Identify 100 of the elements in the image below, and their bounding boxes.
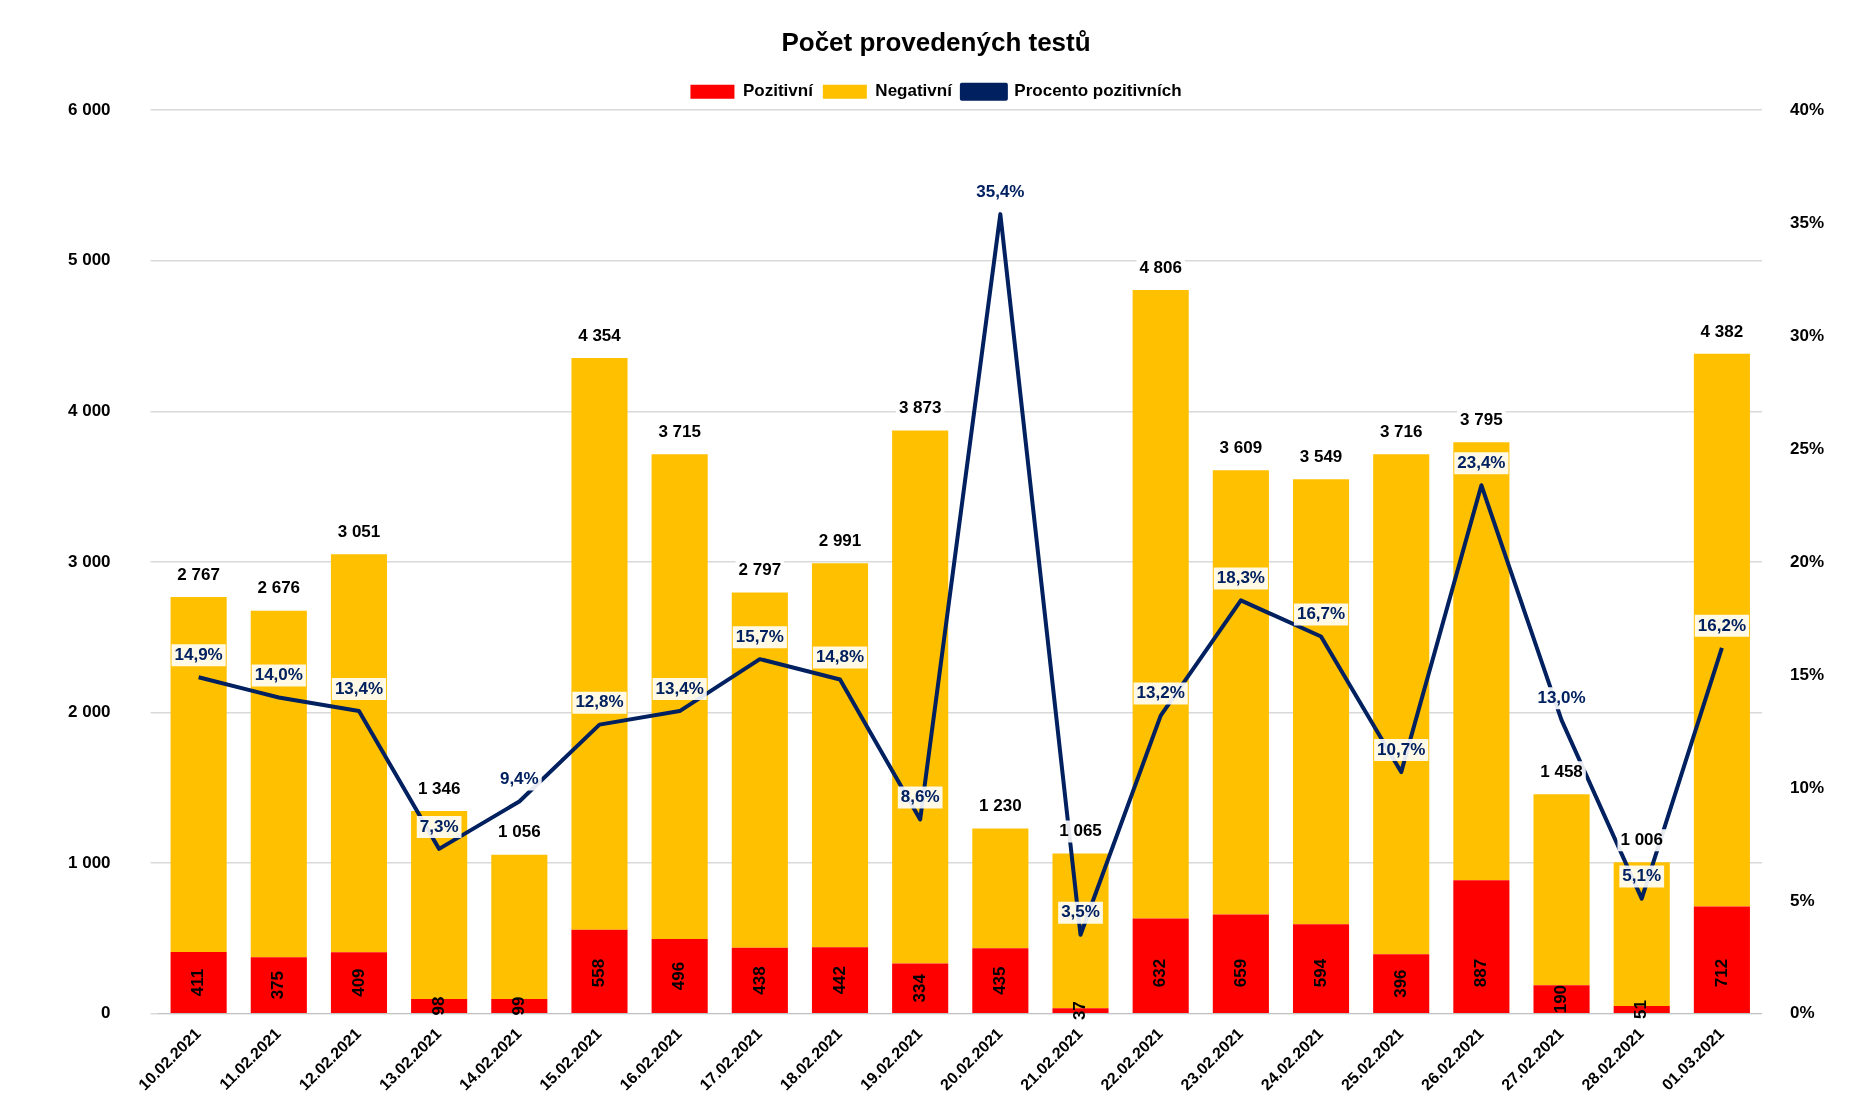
bar: [571, 929, 628, 1014]
bar: [330, 554, 388, 953]
y2-tick-label: 0%: [1789, 1003, 1815, 1023]
data-label: 7,3%: [419, 816, 459, 836]
bar: [571, 358, 628, 930]
data-label: 13,0%: [1537, 687, 1586, 707]
y-tick-label: 0: [101, 1003, 111, 1023]
data-label: 14,0%: [254, 665, 303, 685]
total-label: 3 873: [898, 398, 942, 418]
total-label: 1 006: [1620, 829, 1663, 849]
data-label: 14,8%: [815, 647, 865, 667]
data-label: 16,2%: [1697, 615, 1746, 635]
legend-label: Negativní: [875, 81, 954, 101]
data-label: 411: [188, 968, 208, 997]
total-label: 3 051: [337, 522, 381, 542]
bar: [731, 947, 788, 1014]
data-label: 37: [1070, 1001, 1090, 1021]
y2-tick-label: 30%: [1789, 325, 1825, 345]
bar: [892, 963, 949, 1014]
chart-title: Počet provedených testů: [781, 26, 1091, 57]
data-label: 632: [1150, 958, 1170, 988]
total-label: 3 715: [658, 422, 701, 442]
y-tick-label: 5 000: [67, 250, 111, 270]
data-label: 594: [1310, 958, 1330, 988]
total-label: 4 806: [1139, 257, 1182, 277]
data-label: 887: [1471, 958, 1491, 988]
data-label: 12,8%: [575, 692, 624, 712]
data-label: 438: [749, 966, 769, 995]
bar: [972, 948, 1029, 1014]
total-label: 3 795: [1460, 409, 1503, 429]
data-label: 442: [829, 965, 849, 995]
bar: [330, 952, 388, 1014]
total-label: 2 767: [177, 564, 220, 584]
data-label: 8,6%: [900, 787, 940, 807]
data-label: 659: [1230, 958, 1250, 988]
data-label: 3,5%: [1061, 902, 1100, 922]
data-label: 9,4%: [499, 769, 539, 789]
data-label: 435: [990, 966, 1010, 995]
data-label: 334: [909, 973, 929, 1003]
data-label: 13,4%: [334, 678, 384, 698]
bar: [972, 828, 1029, 949]
bar: [1373, 954, 1430, 1014]
bar: [1292, 924, 1350, 1014]
total-label: 3 549: [1299, 447, 1343, 467]
y2-tick-label: 40%: [1789, 99, 1825, 119]
bar: [651, 939, 708, 1014]
data-label: 496: [669, 961, 689, 991]
bar: [491, 854, 548, 999]
data-label: 712: [1711, 958, 1731, 988]
bar: [892, 430, 949, 964]
y2-tick-label: 35%: [1789, 212, 1825, 232]
total-label: 2 676: [257, 578, 301, 598]
data-label: 5,1%: [1622, 866, 1662, 886]
y-tick-label: 6 000: [67, 99, 111, 119]
data-label: 10,7%: [1377, 739, 1426, 759]
data-label: 396: [1390, 969, 1410, 998]
y-tick-label: 1 000: [67, 852, 111, 872]
y2-tick-label: 20%: [1789, 551, 1825, 571]
y2-tick-label: 25%: [1789, 438, 1825, 458]
bar: [811, 947, 869, 1014]
data-label: 190: [1551, 984, 1571, 1014]
total-label: 2 797: [738, 560, 782, 580]
bar: [1693, 906, 1750, 1014]
total-label: 3 609: [1219, 437, 1263, 457]
bar: [1533, 794, 1590, 986]
data-label: 15,7%: [735, 626, 784, 646]
total-label: 1 056: [498, 822, 541, 842]
data-label: 98: [428, 996, 448, 1016]
y-tick-label: 4 000: [67, 401, 111, 421]
bar: [170, 951, 227, 1014]
bar: [651, 454, 708, 940]
data-label: 375: [268, 971, 288, 1000]
bar: [1212, 470, 1269, 915]
y-tick-label: 3 000: [67, 551, 111, 571]
data-label: 51: [1631, 1000, 1651, 1020]
bar: [1132, 918, 1189, 1014]
bar: [811, 563, 869, 948]
bar: [250, 957, 307, 1014]
total-label: 1 458: [1540, 761, 1583, 781]
bar: [1453, 880, 1510, 1014]
data-label: 13,2%: [1136, 683, 1185, 703]
total-label: 2 991: [818, 531, 862, 551]
legend-label: Pozitivní: [742, 81, 815, 101]
bar: [1453, 442, 1510, 881]
data-label: 16,7%: [1296, 604, 1346, 624]
total-label: 4 382: [1700, 321, 1744, 341]
bar: [1693, 353, 1750, 907]
data-label: 409: [348, 968, 368, 997]
data-label: 18,3%: [1216, 568, 1265, 588]
bar: [1132, 290, 1189, 919]
bar: [731, 592, 788, 948]
legend-label: Procento pozitivních: [1014, 81, 1182, 101]
data-label: 558: [589, 958, 609, 988]
data-label: 14,9%: [174, 644, 223, 664]
total-label: 3 716: [1379, 421, 1423, 441]
total-label: 1 065: [1059, 821, 1102, 841]
y-tick-label: 2 000: [67, 702, 111, 722]
bar: [170, 597, 227, 952]
data-label: 13,4%: [655, 678, 704, 698]
bar: [1373, 454, 1430, 955]
